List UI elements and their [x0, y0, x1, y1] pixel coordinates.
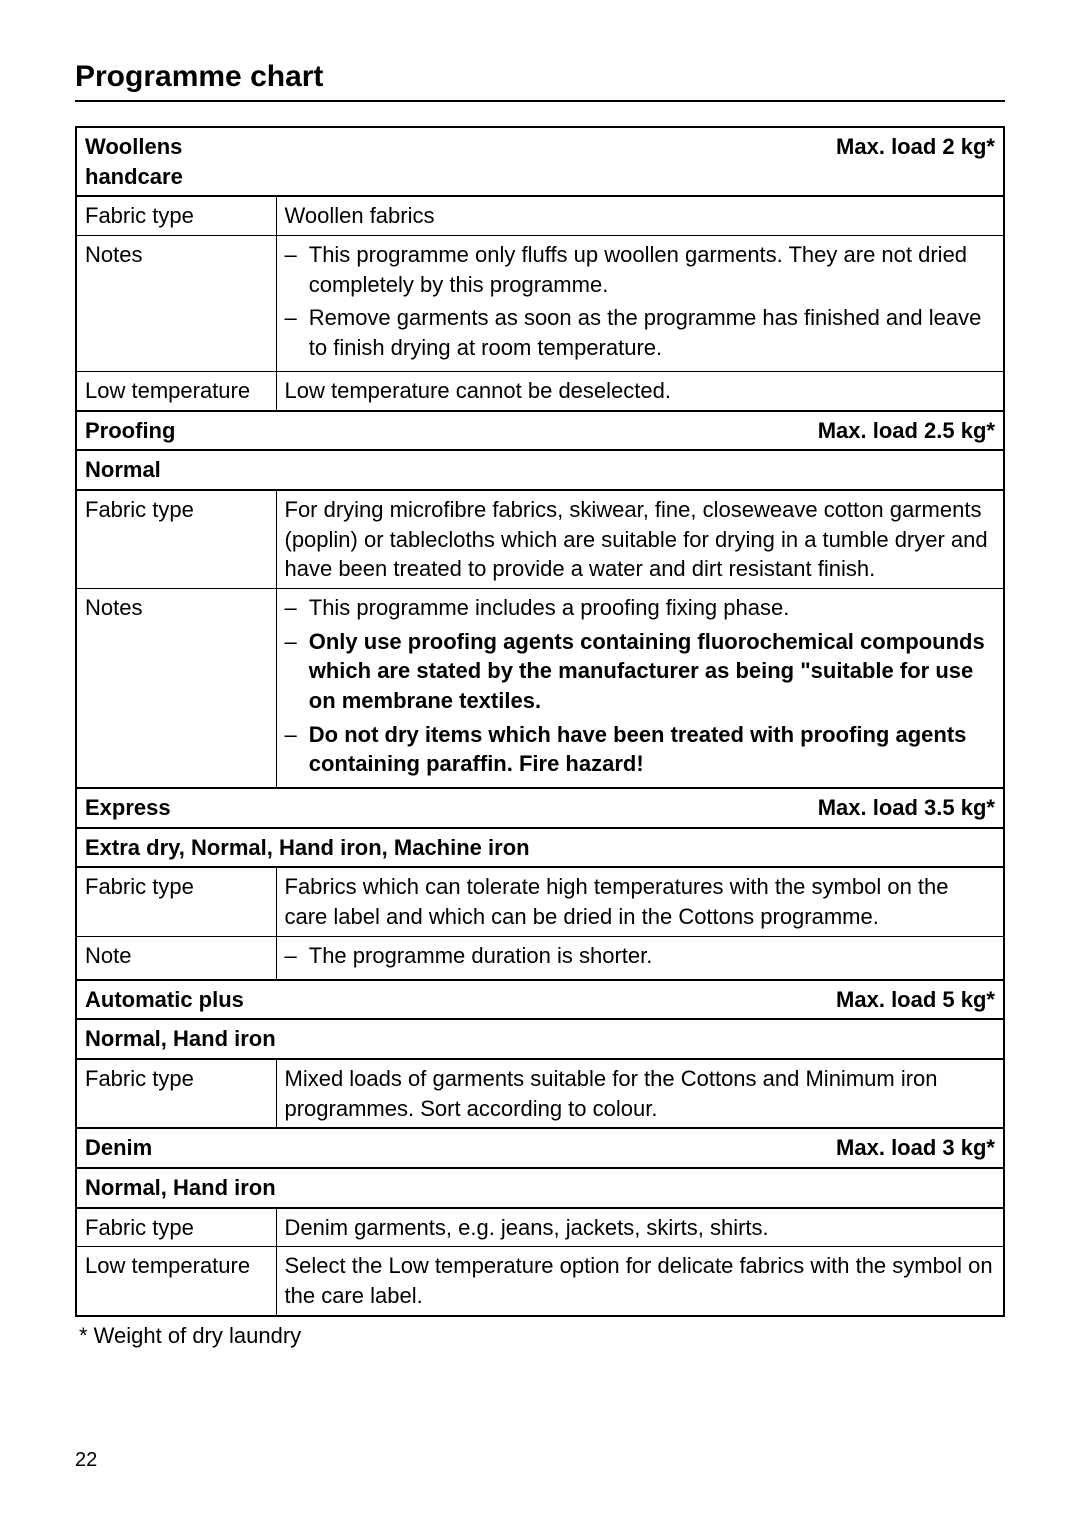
row-content: Fabrics which can tolerate high temperat… — [276, 867, 1004, 936]
page-title: Programme chart — [75, 60, 1005, 102]
dash-icon: – — [285, 627, 309, 720]
row-label: Fabric type — [76, 1208, 276, 1247]
row-label: Fabric type — [76, 867, 276, 936]
notes-item: –The programme duration is shorter. — [285, 941, 653, 975]
row-label: Fabric type — [76, 1059, 276, 1128]
table-row: Low temperatureLow temperature cannot be… — [76, 371, 1004, 410]
row-label: Notes — [76, 236, 276, 372]
row-label: Fabric type — [76, 490, 276, 589]
notes-text: This programme only fluffs up woollen ga… — [309, 240, 995, 303]
notes-text: This programme includes a proofing fixin… — [309, 593, 995, 627]
notes-list: –This programme includes a proofing fixi… — [285, 593, 996, 783]
table-row: Fabric typeFabrics which can tolerate hi… — [76, 867, 1004, 936]
programme-load: Max. load 2.5 kg* — [276, 411, 1004, 451]
row-content: Woollen fabrics — [276, 196, 1004, 235]
programme-header-row: DenimMax. load 3 kg* — [76, 1128, 1004, 1168]
footnote: * Weight of dry laundry — [75, 1323, 1005, 1349]
sublevel-cell: Normal, Hand iron — [76, 1168, 1004, 1208]
programme-header-row: Woollens handcareMax. load 2 kg* — [76, 127, 1004, 196]
notes-item: –Do not dry items which have been treate… — [285, 720, 996, 783]
notes-text: The programme duration is shorter. — [309, 941, 653, 975]
sublevel-row: Normal — [76, 450, 1004, 490]
programme-load: Max. load 2 kg* — [276, 127, 1004, 196]
row-content: Select the Low temperature option for de… — [276, 1247, 1004, 1316]
table-row: Fabric typeWoollen fabrics — [76, 196, 1004, 235]
programme-name: Proofing — [76, 411, 276, 451]
notes-item: –Only use proofing agents containing flu… — [285, 627, 996, 720]
dash-icon: – — [285, 593, 309, 627]
dash-icon: – — [285, 303, 309, 366]
programme-load: Max. load 5 kg* — [276, 980, 1004, 1020]
notes-list: –This programme only fluffs up woollen g… — [285, 240, 996, 367]
table-row: Low temperatureSelect the Low temperatur… — [76, 1247, 1004, 1316]
programme-name: Denim — [76, 1128, 276, 1168]
table-row: Notes–This programme includes a proofing… — [76, 588, 1004, 788]
row-content: –This programme includes a proofing fixi… — [276, 588, 1004, 788]
notes-text: Remove garments as soon as the programme… — [309, 303, 995, 366]
programme-table: Woollens handcareMax. load 2 kg*Fabric t… — [75, 126, 1005, 1317]
notes-list: –The programme duration is shorter. — [285, 941, 653, 975]
row-content: Low temperature cannot be deselected. — [276, 371, 1004, 410]
sublevel-cell: Normal — [76, 450, 1004, 490]
notes-text: Only use proofing agents containing fluo… — [309, 627, 995, 720]
row-content: Denim garments, e.g. jeans, jackets, ski… — [276, 1208, 1004, 1247]
page-number: 22 — [75, 1449, 1005, 1472]
row-content: –The programme duration is shorter. — [276, 936, 1004, 979]
notes-item: –This programme includes a proofing fixi… — [285, 593, 996, 627]
sublevel-row: Extra dry, Normal, Hand iron, Machine ir… — [76, 828, 1004, 868]
programme-name: Woollens handcare — [76, 127, 276, 196]
notes-text: Do not dry items which have been treated… — [309, 720, 995, 783]
row-label: Notes — [76, 588, 276, 788]
row-label: Low temperature — [76, 1247, 276, 1316]
sublevel-cell: Extra dry, Normal, Hand iron, Machine ir… — [76, 828, 1004, 868]
row-label: Note — [76, 936, 276, 979]
sublevel-row: Normal, Hand iron — [76, 1168, 1004, 1208]
row-label: Low temperature — [76, 371, 276, 410]
row-label: Fabric type — [76, 196, 276, 235]
notes-item: –Remove garments as soon as the programm… — [285, 303, 996, 366]
dash-icon: – — [285, 941, 309, 975]
dash-icon: – — [285, 720, 309, 783]
row-content: –This programme only fluffs up woollen g… — [276, 236, 1004, 372]
programme-load: Max. load 3 kg* — [276, 1128, 1004, 1168]
programme-name: Automatic plus — [76, 980, 276, 1020]
table-row: Fabric typeDenim garments, e.g. jeans, j… — [76, 1208, 1004, 1247]
notes-item: –This programme only fluffs up woollen g… — [285, 240, 996, 303]
dash-icon: – — [285, 240, 309, 303]
table-row: Note–The programme duration is shorter. — [76, 936, 1004, 979]
programme-name: Express — [76, 788, 276, 828]
programme-header-row: ExpressMax. load 3.5 kg* — [76, 788, 1004, 828]
programme-load: Max. load 3.5 kg* — [276, 788, 1004, 828]
programme-header-row: ProofingMax. load 2.5 kg* — [76, 411, 1004, 451]
sublevel-cell: Normal, Hand iron — [76, 1019, 1004, 1059]
row-content: Mixed loads of garments suitable for the… — [276, 1059, 1004, 1128]
table-row: Fabric typeFor drying microfibre fabrics… — [76, 490, 1004, 589]
table-row: Notes–This programme only fluffs up wool… — [76, 236, 1004, 372]
row-content: For drying microfibre fabrics, skiwear, … — [276, 490, 1004, 589]
sublevel-row: Normal, Hand iron — [76, 1019, 1004, 1059]
table-row: Fabric typeMixed loads of garments suita… — [76, 1059, 1004, 1128]
programme-header-row: Automatic plusMax. load 5 kg* — [76, 980, 1004, 1020]
